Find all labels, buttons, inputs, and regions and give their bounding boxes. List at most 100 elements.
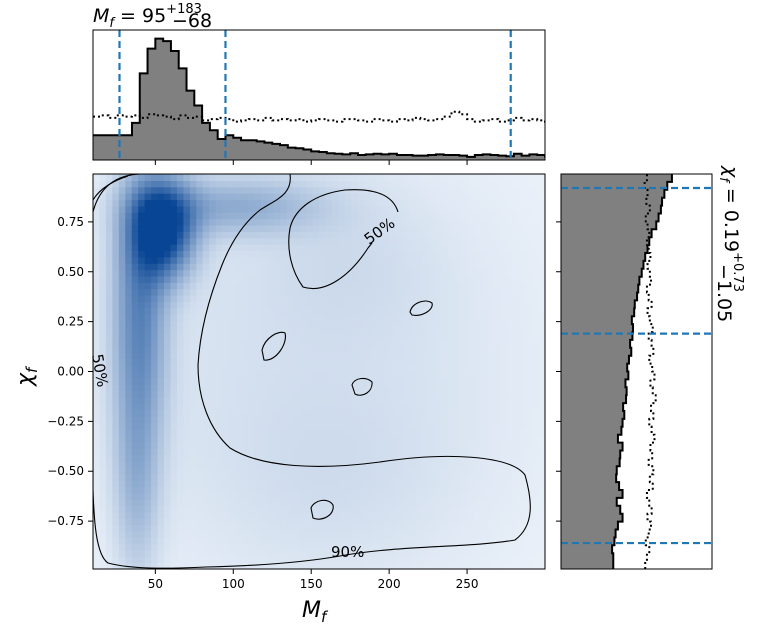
density-cell [131, 435, 139, 443]
density-cell [118, 467, 126, 475]
density-cell [331, 307, 339, 315]
density-cell [435, 346, 443, 353]
density-cell [319, 524, 327, 532]
density-cell [247, 479, 256, 487]
density-cell [519, 256, 527, 264]
density-cell [461, 256, 469, 264]
density-cell [151, 218, 159, 226]
density-cell [105, 530, 113, 538]
density-cell [480, 479, 488, 487]
density-cell [267, 193, 275, 201]
density-cell [176, 212, 184, 220]
density-cell [525, 396, 533, 404]
density-cell [151, 537, 159, 545]
density-cell [512, 339, 520, 347]
density-cell [293, 231, 301, 239]
density-cell [338, 326, 346, 334]
density-cell [151, 352, 159, 360]
density-cell [512, 416, 520, 424]
density-cell [215, 212, 223, 220]
density-cell [422, 454, 430, 462]
density-cell [435, 486, 443, 494]
density-cell [538, 549, 545, 557]
density-cell [202, 549, 210, 557]
density-cell [383, 486, 391, 494]
density-cell [286, 339, 294, 347]
density-cell [176, 224, 184, 232]
density-cell [422, 231, 430, 239]
density-cell [383, 269, 391, 277]
density-cell [319, 237, 327, 245]
density-cell [499, 218, 507, 226]
density-cell [467, 473, 475, 481]
density-cell [183, 543, 191, 551]
density-cell [473, 320, 482, 328]
density-cell [454, 479, 462, 487]
density-cell [428, 473, 436, 481]
density-cell [377, 390, 385, 398]
density-cell [409, 295, 417, 303]
density-cell [390, 263, 398, 271]
density-cell [247, 275, 256, 283]
joint-panel: 50 100 150 200 2500.750.500.250.00−0.25−0.50… [13, 173, 546, 626]
density-cell [299, 371, 307, 379]
density-cell [176, 454, 184, 462]
density-cell [157, 467, 165, 475]
density-cell [209, 295, 217, 303]
density-cell [383, 244, 391, 252]
density-cell [357, 301, 365, 309]
density-cell [293, 422, 301, 430]
density-cell [267, 447, 275, 455]
density-cell [370, 314, 378, 322]
density-cell [506, 518, 514, 525]
density-cell [164, 518, 172, 525]
density-cell [532, 339, 540, 347]
density-cell [415, 174, 423, 181]
density-cell [422, 524, 430, 532]
x-tick-label: 100 [222, 577, 245, 591]
density-cell [519, 428, 527, 436]
density-cell [202, 186, 210, 194]
density-cell [170, 250, 178, 258]
density-cell [370, 435, 378, 443]
density-cell [448, 326, 456, 334]
density-cell [512, 530, 520, 538]
density-cell [480, 505, 488, 513]
density-cell [370, 492, 378, 500]
density-cell [99, 428, 107, 436]
density-cell [493, 492, 501, 500]
density-cell [138, 416, 146, 424]
density-cell [493, 479, 501, 487]
density-cell [176, 505, 184, 513]
density-cell [93, 447, 101, 455]
density-cell [306, 256, 314, 264]
density-cell [473, 396, 482, 404]
density-cell [325, 174, 333, 181]
density-cell [428, 441, 436, 449]
density-cell [538, 256, 545, 264]
density-cell [338, 301, 346, 309]
density-cell [532, 288, 540, 296]
density-cell [99, 339, 107, 347]
density-cell [428, 447, 436, 455]
density-cell [325, 524, 333, 532]
density-cell [118, 486, 126, 494]
density-cell [390, 473, 398, 481]
density-cell [254, 186, 262, 194]
density-cell [125, 326, 133, 334]
density-cell [441, 339, 449, 347]
density-cell [538, 174, 545, 181]
density-cell [267, 384, 275, 392]
density-cell [280, 295, 288, 303]
density-cell [183, 346, 191, 353]
density-cell [293, 479, 301, 487]
density-cell [267, 358, 275, 366]
density-cell [228, 218, 236, 226]
density-cell [99, 549, 107, 557]
density-cell [105, 384, 113, 392]
density-cell [519, 562, 527, 569]
density-cell [338, 562, 346, 569]
density-cell [293, 193, 301, 201]
density-cell [525, 199, 533, 207]
density-cell [144, 301, 152, 309]
